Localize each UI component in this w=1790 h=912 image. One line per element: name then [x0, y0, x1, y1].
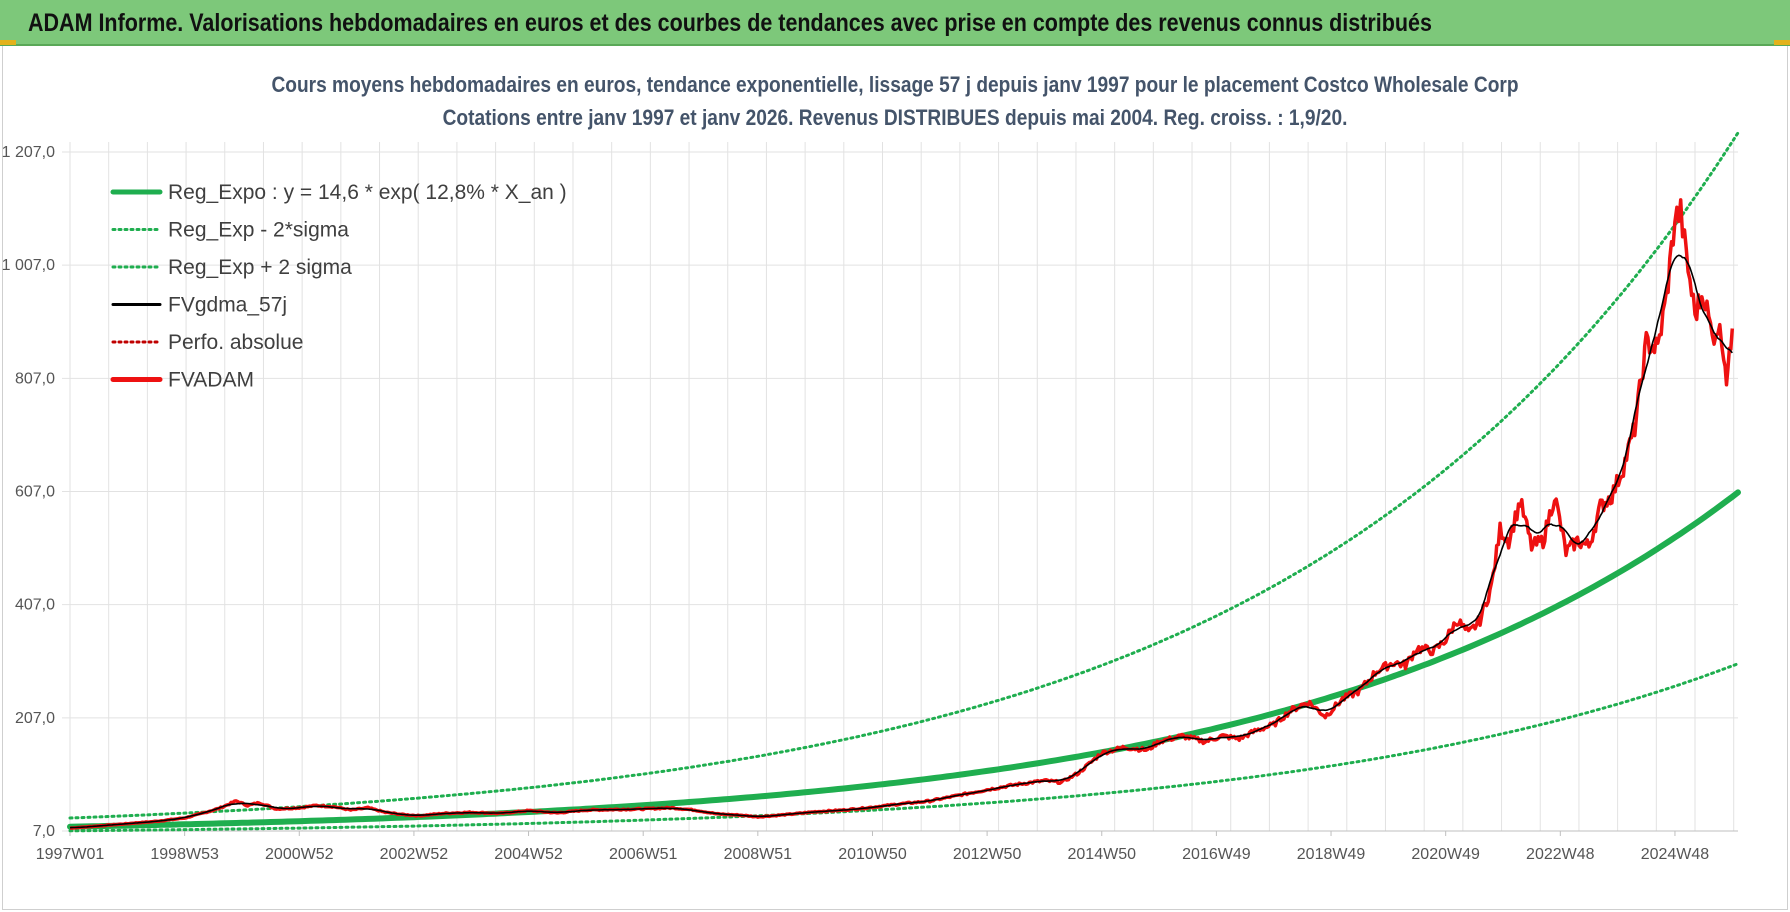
x-tick-label: 2022W48 [1526, 846, 1595, 863]
y-tick-label: 607,0 [15, 484, 55, 501]
trend-expo-line [67, 489, 1741, 830]
fvadam-line [69, 198, 1735, 830]
y-tick-label: 407,0 [15, 597, 55, 614]
legend-entry-reg-exp-minus: Reg_Exp - 2*sigma [111, 219, 349, 242]
x-tick-label: 2006W51 [609, 846, 678, 863]
x-tick-label: 2008W51 [724, 846, 793, 863]
y-tick-label: 207,0 [15, 710, 55, 727]
x-tick-label: 1997W01 [36, 846, 105, 863]
legend-entry-reg-exp-plus: Reg_Exp + 2 sigma [111, 256, 352, 279]
x-tick-label: 2002W52 [380, 846, 449, 863]
legend-label: Reg_Expo : y = 14,6 * exp( 12,8% * X_an … [168, 181, 567, 204]
corner-marker-top-left [0, 40, 16, 45]
legend-label: FVgdma_57j [168, 294, 287, 317]
chart-frame [2, 46, 1788, 910]
y-tick-label: 807,0 [15, 370, 55, 387]
chart-title: Cours moyens hebdomadaires en euros, ten… [271, 73, 1518, 98]
legend-label: Reg_Exp + 2 sigma [168, 256, 352, 279]
y-tick-label: 7,0 [33, 823, 55, 840]
x-tick-label: 2010W50 [838, 846, 907, 863]
fvgdma-57j-line [69, 254, 1733, 829]
x-tick-label: 2004W52 [494, 846, 563, 863]
y-tick-label: 1 207,0 [2, 144, 55, 161]
y-tick-label: 1 007,0 [2, 257, 55, 274]
grid [62, 142, 1738, 832]
chart-subtitle: Cotations entre janv 1997 et janv 2026. … [443, 106, 1348, 131]
trend-upper-2sigma-line [68, 131, 1740, 820]
x-tick-label: 1998W53 [150, 846, 219, 863]
legend-entry-reg-expo: Reg_Expo : y = 14,6 * exp( 12,8% * X_an … [110, 181, 567, 204]
trend-lower-2sigma-line [68, 662, 1740, 833]
legend-label: Perfo. absolue [168, 331, 303, 354]
x-tick-label: 2014W50 [1068, 846, 1137, 863]
legend-label: Reg_Exp - 2*sigma [168, 219, 349, 242]
x-tick-label: 2020W49 [1411, 846, 1480, 863]
axes: 7,0 207,0 407,0 607,0 807,0 1 007,0 1 207,0 199… [2, 144, 1738, 863]
legend: Reg_Expo : y = 14,6 * exp( 12,8% * X_an … [110, 181, 567, 392]
corner-marker-top-right [1774, 40, 1790, 45]
report-banner: ADAM Informe. Valorisations hebdomadaire… [0, 0, 1790, 46]
x-tick-label: 2024W48 [1641, 846, 1710, 863]
x-tick-label: 2012W50 [953, 846, 1022, 863]
report-title: ADAM Informe. Valorisations hebdomadaire… [28, 9, 1432, 37]
legend-entry-perfo-absolue: Perfo. absolue [111, 331, 303, 354]
x-tick-label: 2000W52 [265, 846, 334, 863]
legend-entry-fvgdma: FVgdma_57j [111, 294, 287, 317]
legend-label: FVADAM [168, 369, 254, 392]
x-tick-label: 2016W49 [1182, 846, 1251, 863]
series [67, 131, 1741, 833]
legend-entry-fvadam: FVADAM [110, 369, 254, 392]
x-tick-label: 2018W49 [1297, 846, 1366, 863]
